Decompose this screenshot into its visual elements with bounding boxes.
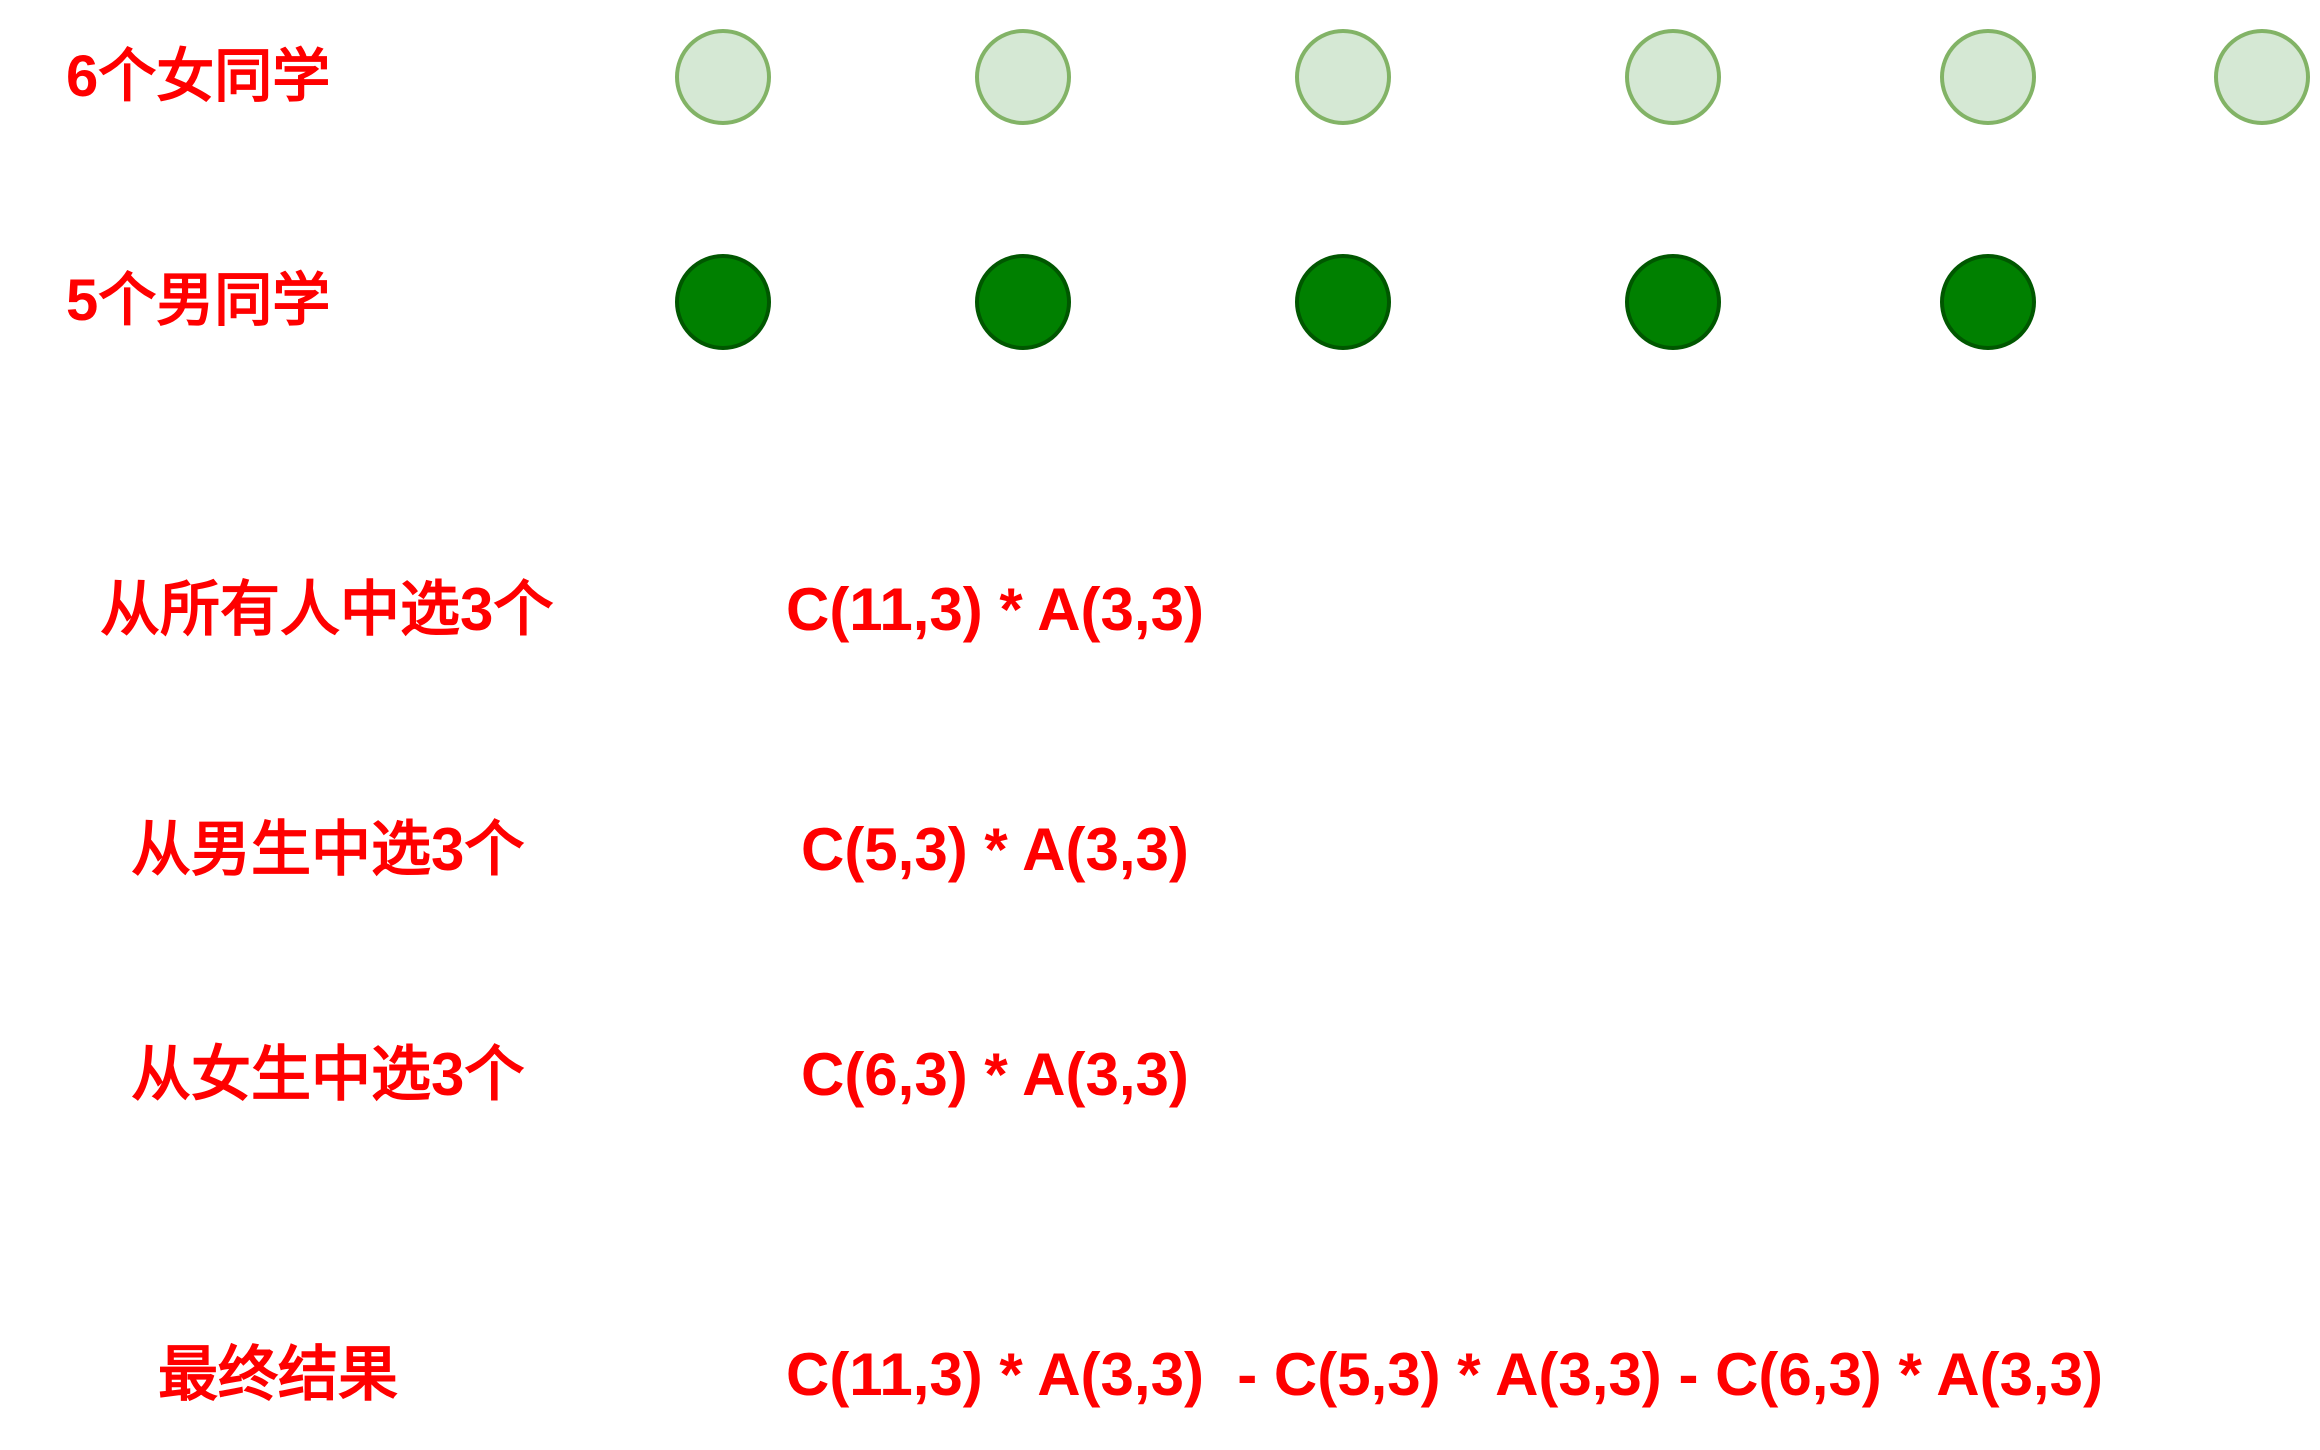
- result-label: 最终结果: [158, 1341, 398, 1408]
- step-formula-girls: C(6,3) * A(3,3): [801, 1041, 1189, 1108]
- step-label-girls: 从女生中选3个: [131, 1041, 525, 1108]
- boys-row-label: 5个男同学: [66, 268, 331, 333]
- boy-circle-4: [1625, 254, 1721, 350]
- girl-circle-4: [1625, 29, 1721, 125]
- boy-circle-5: [1940, 254, 2036, 350]
- girls-row-label: 6个女同学: [66, 44, 331, 109]
- girl-circle-2: [975, 29, 1071, 125]
- step-label-all: 从所有人中选3个: [100, 576, 554, 643]
- step-formula-boys: C(5,3) * A(3,3): [801, 816, 1189, 883]
- girl-circle-6: [2214, 29, 2310, 125]
- boy-circle-3: [1295, 254, 1391, 350]
- girl-circle-5: [1940, 29, 2036, 125]
- girl-circle-1: [675, 29, 771, 125]
- boy-circle-1: [675, 254, 771, 350]
- step-formula-all: C(11,3) * A(3,3): [786, 576, 1204, 643]
- step-label-boys: 从男生中选3个: [131, 816, 525, 883]
- girl-circle-3: [1295, 29, 1391, 125]
- boy-circle-2: [975, 254, 1071, 350]
- result-formula: C(11,3) * A(3,3) - C(5,3) * A(3,3) - C(6…: [786, 1341, 2103, 1408]
